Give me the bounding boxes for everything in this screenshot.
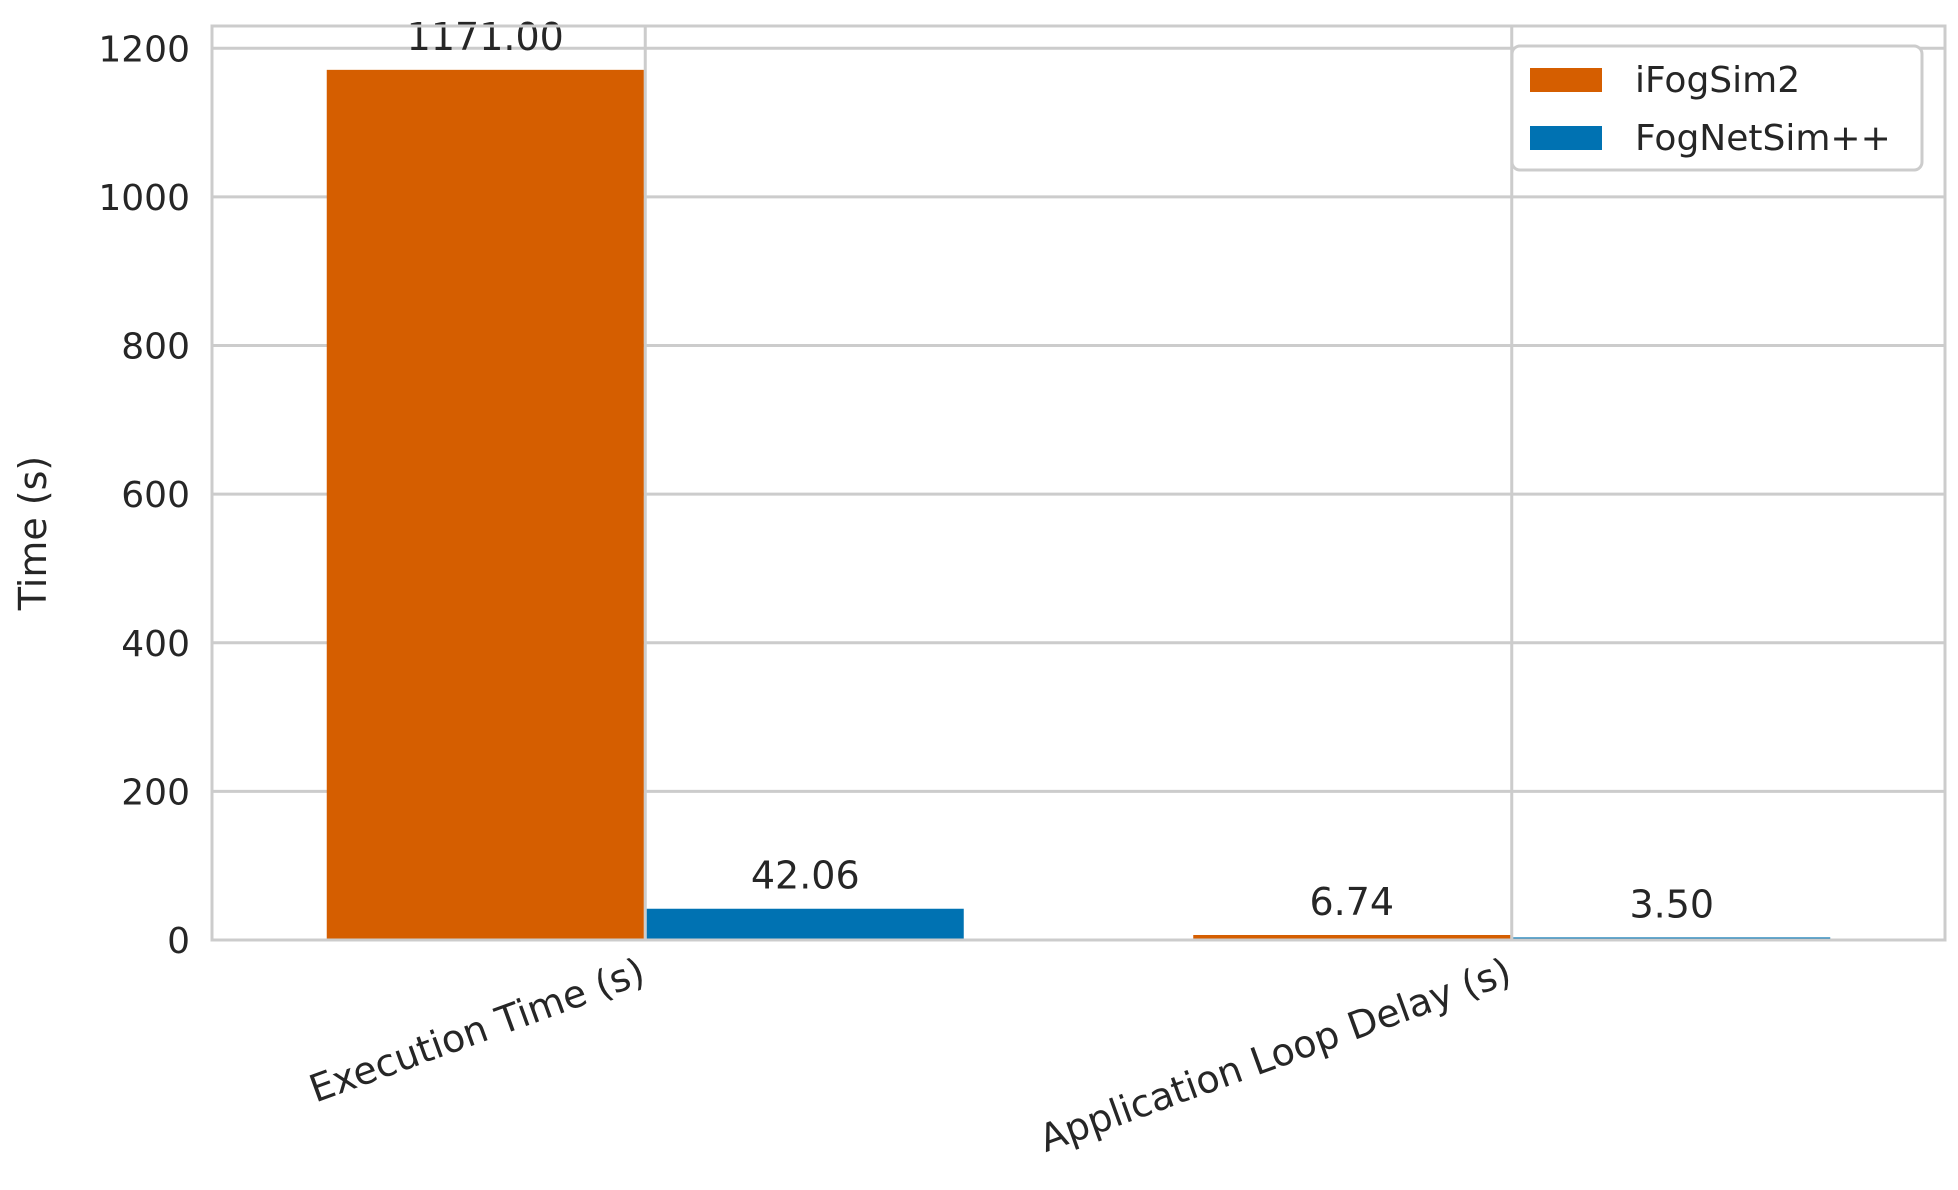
bar-value-label: 3.50	[1629, 882, 1714, 926]
y-tick-label: 1200	[98, 29, 190, 70]
legend-box	[1510, 44, 1924, 172]
y-tick-label: 600	[121, 475, 190, 516]
y-tick-label: 0	[167, 921, 190, 962]
x-axis: Execution Time (s) Application Loop Delay…	[303, 949, 1516, 1161]
legend-swatch	[1530, 126, 1602, 150]
x-tick-label: Application Loop Delay (s)	[1034, 949, 1517, 1161]
plot-frame	[210, 24, 1947, 942]
y-axis: 0 200 400 600 800 1000 1200	[98, 29, 190, 962]
data-labels: 1171.00 6.74 42.06 3.50	[407, 15, 1714, 927]
bar-value-label: 6.74	[1309, 880, 1394, 924]
y-tick-label: 800	[121, 327, 190, 368]
x-tick-label: Execution Time (s)	[303, 949, 650, 1111]
y-tick-label: 1000	[98, 178, 190, 219]
bar-value-label: 1171.00	[407, 15, 564, 59]
bar-ifogsim2-1	[1193, 934, 1511, 940]
legend-label: iFogSim2	[1635, 60, 1800, 101]
bar-ifogsim2-0	[326, 69, 644, 940]
bar-value-label: 42.06	[751, 854, 860, 898]
y-axis-label: Time (s)	[11, 456, 55, 612]
y-tick-label: 400	[121, 624, 190, 665]
legend: iFogSim2 FogNetSim++	[1510, 44, 1924, 172]
legend-swatch	[1530, 68, 1602, 92]
bar-fognetsim-0	[646, 908, 964, 940]
bars	[326, 69, 1831, 940]
y-tick-label: 200	[121, 772, 190, 813]
legend-label: FogNetSim++	[1635, 118, 1891, 159]
